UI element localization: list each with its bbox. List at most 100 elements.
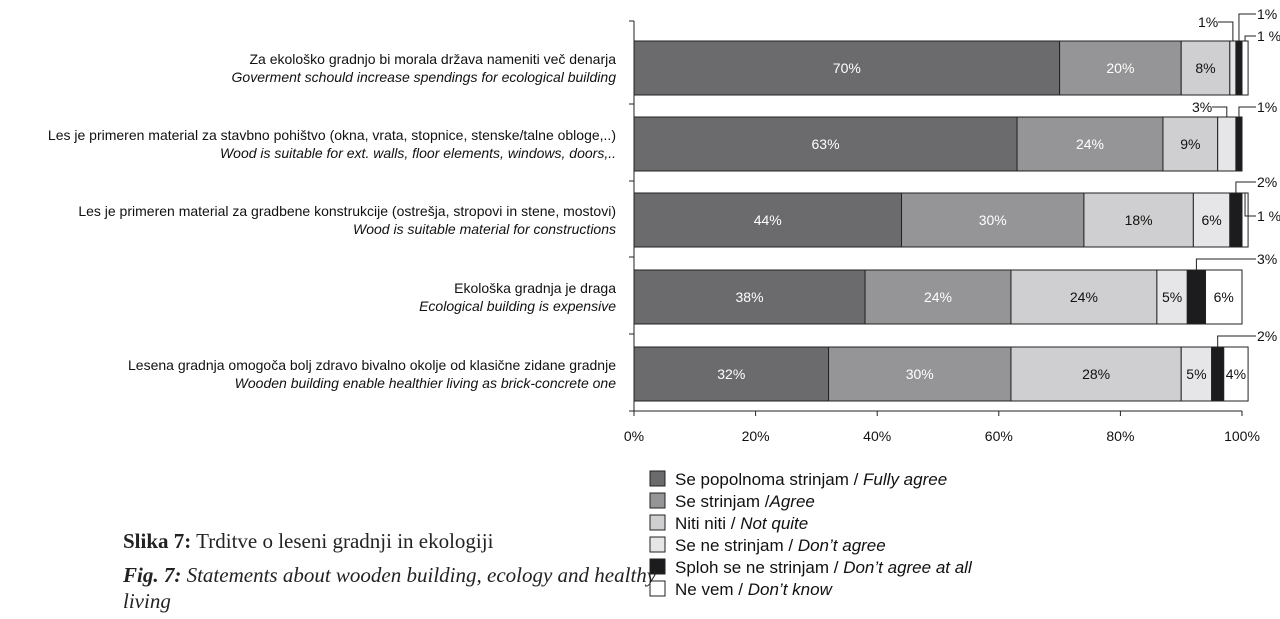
legend-swatch-fully_agree (649, 470, 666, 487)
legend-swatch-dont_know (649, 580, 666, 597)
legend-label-dont_know: Ne vem / Don’t know (675, 580, 834, 599)
bar-segment-dont_agree (1229, 40, 1237, 96)
legend-label-en: Agree (768, 492, 814, 511)
x-tick-label: 20% (742, 428, 770, 444)
legend-label-sl: Ne vem / (675, 580, 748, 599)
legend-label-en: Not quite (740, 514, 808, 533)
data-label-agree: 24% (924, 289, 952, 305)
data-label-dont_agree: 5% (1186, 366, 1206, 382)
legend-swatch-not_quite (649, 514, 666, 531)
callout-label-dont_agree: 1% (1198, 14, 1218, 30)
callout-line (1238, 106, 1256, 117)
category-label-en: Wooden building enable healthier living … (235, 375, 617, 391)
bar-segment-agree (828, 346, 1012, 402)
data-label-fully_agree: 44% (754, 212, 782, 228)
data-label-not_quite: 9% (1180, 136, 1200, 152)
bar-segment-dont_agree_at_all (1186, 269, 1207, 325)
legend-label-sl: Se ne strinjam / (675, 536, 798, 555)
callout-line (1218, 21, 1234, 41)
legend-label-en: Fully agree (863, 470, 947, 489)
legend-label-sl: Se strinjam / (675, 492, 770, 511)
bar-segment-dont_agree_at_all (1229, 192, 1243, 248)
bar-segment-dont_know (1205, 269, 1243, 325)
bar-segment-agree (901, 192, 1085, 248)
data-label-fully_agree: 38% (736, 289, 764, 305)
bar-segment-dont_agree (1156, 269, 1188, 325)
callout-line (1217, 335, 1256, 347)
data-label-agree: 30% (979, 212, 1007, 228)
bar-segment-dont_agree_at_all (1235, 40, 1243, 96)
x-tick-label: 80% (1106, 428, 1134, 444)
bar-segment-agree (1016, 116, 1164, 172)
legend-swatch-dont_agree_at_all (649, 558, 666, 575)
legend-label-fully_agree: Se popolnoma strinjam / Fully agree (675, 470, 947, 489)
data-label-fully_agree: 32% (717, 366, 745, 382)
legend-label-dont_agree_at_all: Sploh se ne strinjam / Don’t agree at al… (675, 558, 973, 577)
bar-segment-agree (864, 269, 1012, 325)
category-label-en: Ecological building is expensive (419, 298, 616, 314)
legend-label-sl: Niti niti / (675, 514, 740, 533)
legend-label-agree: Se strinjam /Agree (675, 492, 815, 511)
legend-label-sl: Sploh se ne strinjam / (675, 558, 843, 577)
bar-segment-dont_know (1241, 40, 1249, 96)
data-label-not_quite: 18% (1125, 212, 1153, 228)
category-label-sl: Les je primeren material za stavbno pohi… (48, 127, 616, 143)
bar-segment-dont_agree_at_all (1235, 116, 1243, 172)
category-label-sl: Les je primeren material za gradbene kon… (78, 203, 616, 219)
x-tick-label: 100% (1224, 428, 1260, 444)
data-label-dont_agree: 5% (1162, 289, 1182, 305)
data-label-agree: 24% (1076, 136, 1104, 152)
bar-segment-fully_agree (633, 346, 830, 402)
bar-segment-fully_agree (633, 192, 903, 248)
legend-label-en: Don’t agree (798, 536, 886, 555)
callout-line (1238, 13, 1256, 41)
x-tick-label: 0% (624, 428, 644, 444)
category-label-sl: Lesena gradnja omogoča bolj zdravo bival… (128, 357, 616, 373)
data-label-not_quite: 28% (1082, 366, 1110, 382)
bar-segment-not_quite (1010, 346, 1182, 402)
bar-segment-dont_know (1223, 346, 1249, 402)
bar-segment-not_quite (1010, 269, 1158, 325)
callout-label-dont_agree_at_all: 1% (1257, 6, 1277, 22)
legend-label-dont_agree: Se ne strinjam / Don’t agree (675, 536, 886, 555)
legend-label-sl: Se popolnoma strinjam / (675, 470, 863, 489)
data-label-dont_agree: 6% (1201, 212, 1221, 228)
data-label-fully_agree: 70% (833, 60, 861, 76)
data-label-dont_know: 4% (1226, 366, 1246, 382)
caption-english: Fig. 7: Statements about wooden building… (123, 563, 657, 614)
callout-line (1212, 106, 1228, 117)
callout-line (1244, 35, 1256, 41)
category-label-en: Wood is suitable for ext. walls, floor e… (220, 145, 616, 161)
x-tick-label: 40% (863, 428, 891, 444)
bar-segment-dont_agree (1180, 346, 1213, 402)
callout-label-dont_know: 1 % (1257, 208, 1280, 224)
data-label-dont_know: 6% (1214, 289, 1234, 305)
callout-label-dont_know: 1 % (1257, 28, 1280, 44)
data-label-agree: 20% (1106, 60, 1134, 76)
callout-label-dont_agree_at_all: 2% (1257, 174, 1277, 190)
bar-segment-not_quite (1180, 40, 1231, 96)
bar-segment-not_quite (1162, 116, 1219, 172)
x-tick-label: 60% (985, 428, 1013, 444)
callout-line (1235, 181, 1256, 193)
callout-label-dont_agree_at_all: 2% (1257, 328, 1277, 344)
caption-slovene: Slika 7: Trditve o leseni gradnji in eko… (123, 529, 494, 553)
callout-label-dont_agree_at_all: 3% (1257, 251, 1277, 267)
category-label-sl: Ekološka gradnja je draga (454, 280, 616, 296)
category-label-sl: Za ekološko gradnjo bi morala država nam… (249, 51, 616, 67)
callout-line (1195, 258, 1256, 270)
callout-label-dont_agree_at_all: 1% (1257, 99, 1277, 115)
category-label-en: Wood is suitable material for constructi… (353, 221, 616, 237)
legend-label-en: Don’t agree at all (843, 558, 973, 577)
legend-swatch-dont_agree (649, 536, 666, 553)
bar-segment-dont_agree_at_all (1211, 346, 1225, 402)
bar-segment-fully_agree (633, 269, 866, 325)
data-label-agree: 30% (906, 366, 934, 382)
category-label-en: Goverment schould increase spendings for… (232, 69, 617, 85)
data-label-not_quite: 24% (1070, 289, 1098, 305)
data-label-not_quite: 8% (1195, 60, 1215, 76)
legend-label-not_quite: Niti niti / Not quite (675, 514, 808, 533)
bar-segment-dont_agree (1217, 116, 1237, 172)
callout-line (1244, 193, 1256, 217)
